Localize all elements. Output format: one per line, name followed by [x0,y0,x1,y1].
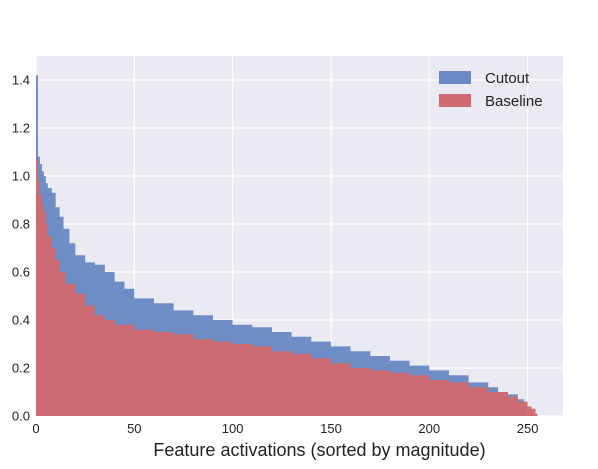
y-tick-label: 0.4 [12,313,30,328]
x-tick-label: 0 [32,421,39,436]
legend: Cutout Baseline [439,70,543,110]
y-tick-label: 0.8 [12,217,30,232]
x-tick-label: 100 [222,421,244,436]
x-axis-label: Feature activations (sorted by magnitude… [153,440,485,460]
x-tick-label: 200 [418,421,440,436]
y-tick-label: 0.6 [12,265,30,280]
series-baseline [36,159,538,416]
y-tick-label: 0.2 [12,361,30,376]
legend-label-baseline: Baseline [485,93,543,110]
y-tick-label: 1.4 [12,73,30,88]
legend-swatch-baseline [439,94,471,107]
x-tick-label: 150 [320,421,342,436]
y-tick-label: 1.0 [12,169,30,184]
series-cutout [36,75,526,416]
x-tick-label: 50 [127,421,141,436]
y-tick-label: 1.2 [12,121,30,136]
axis-ticks: 0 50 100 150 200 250 0.0 0.2 0.4 0.6 0.8 1.0 1.2 1.4 [12,73,539,437]
legend-label-cutout: Cutout [485,70,530,87]
series-area-baseline [36,159,538,416]
x-tick-label: 250 [517,421,539,436]
series-area-cutout [36,75,526,416]
legend-swatch-cutout [439,71,471,84]
series-layer [36,75,538,416]
y-tick-label: 0.0 [12,409,30,424]
